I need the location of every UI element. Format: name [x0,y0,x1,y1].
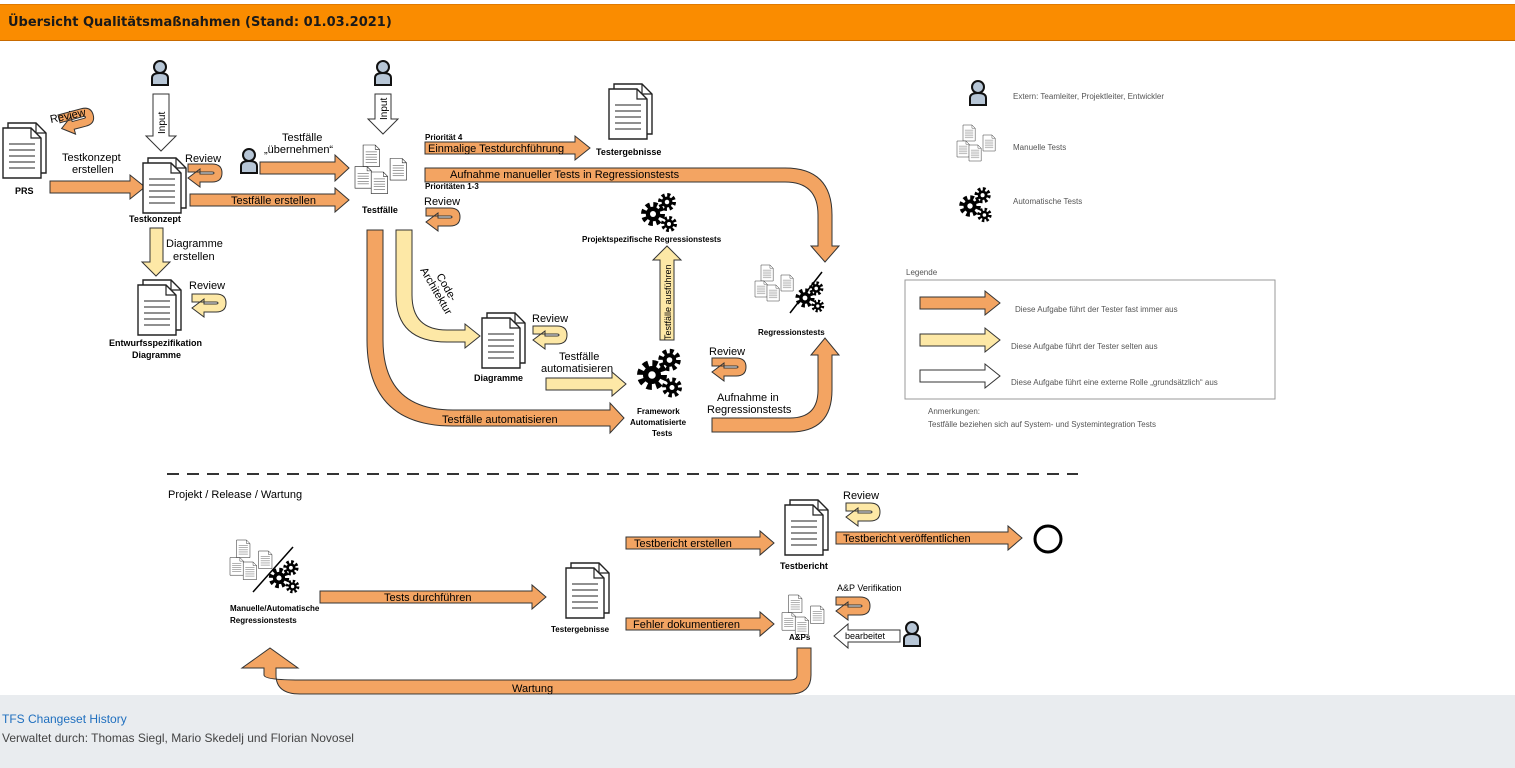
svg-text:Input: Input [157,112,168,134]
arrow-testfaelle-erstellen [189,186,350,214]
svg-text:Review: Review [532,313,568,325]
arrow-input-2 [366,93,400,135]
svg-text:Diese Aufgabe führt der Tester: Diese Aufgabe führt der Tester selten au… [1011,342,1158,351]
person-icon [240,148,258,174]
arrow-ausfuehren [651,245,683,341]
gears-icon [645,196,675,230]
svg-text:Aufnahme in: Aufnahme in [717,392,779,404]
svg-text:Anmerkungen:: Anmerkungen: [928,407,980,416]
arrow-uebernehmen [259,153,350,183]
manuelle-docs-icon [230,540,272,580]
svg-text:Review: Review [185,153,221,165]
person-icon [374,60,392,86]
label-testkonzept-2: erstellen [72,164,114,176]
testfaelle-docs-icon [355,145,407,194]
svg-text:Diagramme: Diagramme [132,350,181,360]
arrow-aufnahme-regression [711,337,841,433]
svg-text:Legende: Legende [906,268,938,277]
svg-text:Aufnahme manueller Tests in Re: Aufnahme manueller Tests in Regressionst… [450,169,680,181]
person-icon [903,621,921,647]
testkonzept-label: Testkonzept [129,214,181,224]
label-testkonzept-1: Testkonzept [62,152,121,164]
svg-text:Projekt / Release / Wartung: Projekt / Release / Wartung [168,489,302,501]
svg-text:Framework: Framework [637,407,680,416]
arrow-code-architektur [395,229,481,350]
svg-text:Automatische Tests: Automatische Tests [1013,197,1082,206]
svg-text:Automatisierte: Automatisierte [630,418,687,427]
arrow-bearbeitet [833,622,901,650]
prs-label: PRS [15,186,34,196]
arrow-testbericht-veroeffentlichen [835,524,1023,552]
arrow-wartung [240,647,812,695]
svg-text:Review: Review [709,346,745,358]
svg-text:Priorität 4: Priorität 4 [425,133,463,142]
footer: TFS Changeset History Verwaltet durch: T… [0,695,1515,768]
svg-text:Testbericht erstellen: Testbericht erstellen [634,538,732,550]
svg-text:Testfälle ausführen: Testfälle ausführen [663,264,673,340]
svg-text:Diagramme: Diagramme [474,373,523,383]
svg-text:Fehler dokumentieren: Fehler dokumentieren [633,619,740,631]
arrow-testkonzept [49,173,146,201]
svg-text:Testfälle beziehen sich auf Sy: Testfälle beziehen sich auf System- und … [928,420,1156,429]
svg-text:Testbericht: Testbericht [780,561,828,571]
arrow-input-1 [144,93,178,152]
svg-text:Input: Input [379,98,390,120]
svg-text:„übernehmen“: „übernehmen“ [264,144,333,156]
gears-icon [798,283,822,310]
svg-text:A&Ps: A&Ps [789,633,811,642]
svg-text:Review: Review [424,196,460,208]
svg-text:Manuelle Tests: Manuelle Tests [1013,143,1066,152]
person-icon [151,60,169,86]
svg-text:Diagramme: Diagramme [166,238,223,250]
svg-text:Testergebnisse: Testergebnisse [551,625,610,634]
svg-text:A&P Verifikation: A&P Verifikation [837,583,901,593]
svg-text:Testfälle: Testfälle [559,351,599,363]
svg-text:Projektspezifische Regressions: Projektspezifische Regressionstests [582,235,722,244]
svg-text:Review: Review [189,280,225,292]
gears-icon [642,352,680,394]
arrow-fehler-dokumentieren [625,610,775,638]
svg-text:Diese Aufgabe führt eine exter: Diese Aufgabe führt eine externe Rolle „… [1011,378,1218,387]
arrow-testbericht-erstellen [625,529,775,557]
svg-text:Diese Aufgabe führt der Tester: Diese Aufgabe führt der Tester fast imme… [1015,305,1178,314]
svg-text:Testfälle: Testfälle [282,132,322,144]
svg-text:Wartung: Wartung [512,683,553,695]
quality-process-diagram: PRS Review Testkonzept erstellen Input T… [2,60,1276,695]
end-node [1033,524,1063,554]
managed-by-text: Verwaltet durch: Thomas Siegl, Mario Ske… [2,731,354,745]
svg-text:Regressionstests: Regressionstests [758,328,825,337]
arrow-einmalige [424,134,591,162]
manuelle-docs-icon [755,265,793,301]
svg-text:Regressionstests: Regressionstests [230,616,297,625]
arrow-aufnahme-manuell [424,167,841,263]
arrow-tests-durchfuehren [319,583,547,611]
arrow-automatisieren-yellow [545,370,627,398]
gears-icon [962,190,989,221]
svg-text:bearbeitet: bearbeitet [845,631,886,641]
svg-text:Extern: Teamleiter, Projektlei: Extern: Teamleiter, Projektleiter, Entwi… [1013,92,1164,101]
svg-text:Testbericht veröffentlichen: Testbericht veröffentlichen [843,533,971,545]
svg-text:Regressionstests: Regressionstests [707,404,792,416]
svg-text:Prioritäten 1-3: Prioritäten 1-3 [425,182,479,191]
svg-text:Testergebnisse: Testergebnisse [596,147,661,157]
tfs-changeset-link[interactable]: TFS Changeset History [2,712,127,726]
page-title: Übersicht Qualitätsmaßnahmen (Stand: 01.… [8,15,392,30]
svg-text:Testfälle: Testfälle [362,205,398,215]
title-bar: Übersicht Qualitätsmaßnahmen (Stand: 01.… [0,4,1515,41]
svg-text:Testfälle erstellen: Testfälle erstellen [231,195,316,207]
manuelle-docs-icon [957,125,995,161]
arrow-testfaelle-automatisieren [366,229,625,435]
svg-text:Entwurfsspezifikation: Entwurfsspezifikation [109,338,202,348]
aps-docs-icon [782,595,824,635]
svg-text:Review: Review [843,490,879,502]
person-icon [969,80,987,106]
svg-text:Tests: Tests [652,429,673,438]
svg-text:Testfälle automatisieren: Testfälle automatisieren [442,414,558,426]
svg-text:Einmalige Testdurchführung: Einmalige Testdurchführung [428,143,564,155]
svg-text:Tests durchführen: Tests durchführen [384,592,471,604]
svg-text:erstellen: erstellen [173,251,215,263]
svg-text:automatisieren: automatisieren [541,363,613,375]
svg-text:Manuelle/Automatische: Manuelle/Automatische [230,604,320,613]
arrow-diagramme-erstellen [140,227,172,277]
